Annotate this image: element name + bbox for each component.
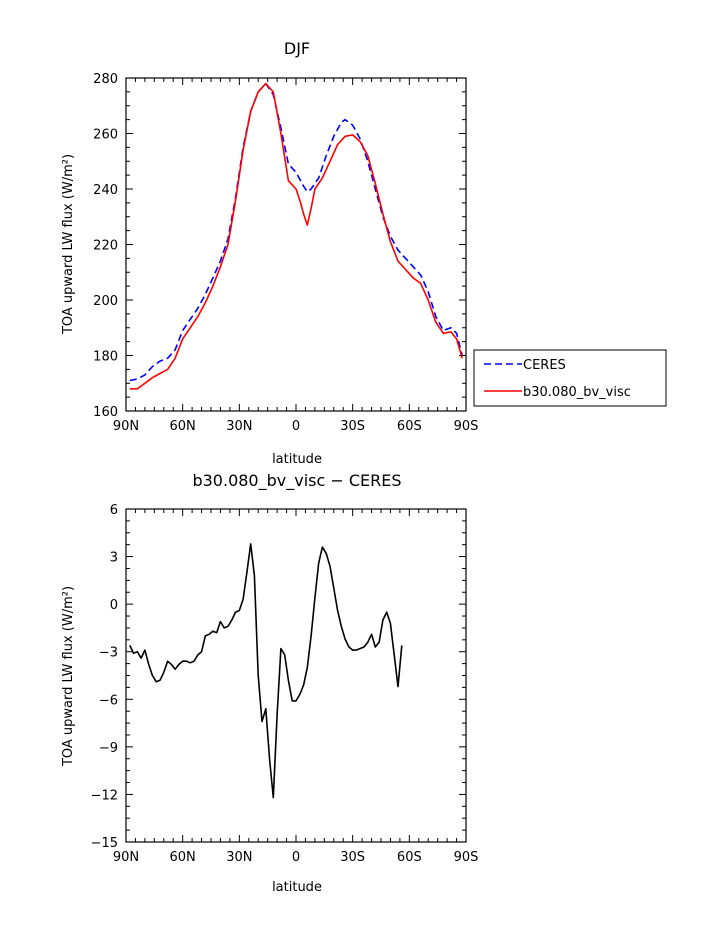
bottom-chart-xlabel: latitude xyxy=(272,880,322,895)
bottom-chart-x-tick-label: 30N xyxy=(226,850,252,865)
bottom-chart-y-tick-label: −9 xyxy=(99,741,118,756)
top-chart-x-tick-label: 30N xyxy=(226,419,252,434)
top-chart-panel: DJF latitude TOA upward LW flux (W/m²) 9… xyxy=(61,39,667,467)
top-chart-x-tick-label: 30S xyxy=(340,419,365,434)
bottom-chart-y-tick-label: −12 xyxy=(91,788,118,803)
bottom-chart-y-tick-label: 0 xyxy=(110,598,118,613)
bottom-chart-panel: b30.080_bv_visc − CERES latitude TOA upw… xyxy=(61,471,478,895)
bottom-chart-y-tick-label: 3 xyxy=(110,551,118,566)
top-chart-x-tick-label: 60N xyxy=(170,419,196,434)
top-chart-y-tick-label: 260 xyxy=(93,128,118,143)
top-chart-x-tick-label: 0 xyxy=(292,419,300,434)
top-chart-x-tick-label: 60S xyxy=(397,419,422,434)
top-chart-ylabel: TOA upward LW flux (W/m²) xyxy=(61,154,76,335)
top-chart-y-tick-label: 180 xyxy=(93,350,118,365)
bottom-chart-x-tick-label: 60S xyxy=(397,850,422,865)
bottom-chart-x-tick-label: 60N xyxy=(170,850,196,865)
bottom-chart-y-tick-label: −15 xyxy=(91,836,118,851)
top-chart-frame xyxy=(125,77,467,412)
top-chart-y-tick-label: 280 xyxy=(93,72,118,87)
top-chart-y-tick-label: 220 xyxy=(93,239,118,254)
bottom-chart-y-tick-label: −6 xyxy=(99,693,118,708)
bottom-chart-ylabel: TOA upward LW flux (W/m²) xyxy=(61,586,76,767)
top-chart-x-tick-label: 90S xyxy=(454,419,479,434)
top-chart-y-tick-label: 160 xyxy=(93,405,118,420)
bottom-chart-x-tick-label: 90S xyxy=(454,850,479,865)
top-chart-xlabel: latitude xyxy=(272,452,322,467)
top-chart-x-tick-label: 90N xyxy=(113,419,139,434)
top-chart-y-tick-label: 240 xyxy=(93,183,118,198)
legend-box xyxy=(473,349,667,407)
bottom-chart-y-tick-label: −3 xyxy=(99,646,118,661)
top-chart-series-line-b30-080-bv-visc xyxy=(129,82,463,390)
bottom-chart-title: b30.080_bv_visc − CERES xyxy=(192,471,401,491)
top-chart-legend: CERES b30.080_bv_visc xyxy=(473,349,667,407)
top-chart-title: DJF xyxy=(284,39,310,58)
top-chart-plot-area: 90N 60N 30N 0 30S 60S 90S 160 180 200 220 240 260 280 xyxy=(93,72,478,434)
legend-label-model: b30.080_bv_visc xyxy=(523,385,631,400)
legend-label-ceres: CERES xyxy=(523,358,566,373)
bottom-chart-x-tick-label: 30S xyxy=(340,850,365,865)
bottom-chart-plot-area: 90N 60N 30N 0 30S 60S 90S −15 −12 −9 −6 −3 0 3 6 xyxy=(91,503,479,865)
bottom-chart-series-line-0 xyxy=(129,543,403,799)
top-chart-series-line-ceres xyxy=(129,82,463,382)
top-chart-y-tick-label: 200 xyxy=(93,294,118,309)
bottom-chart-frame xyxy=(125,508,467,843)
bottom-chart-x-tick-label: 0 xyxy=(292,850,300,865)
bottom-chart-y-tick-label: 6 xyxy=(110,503,118,518)
bottom-chart-x-tick-label: 90N xyxy=(113,850,139,865)
